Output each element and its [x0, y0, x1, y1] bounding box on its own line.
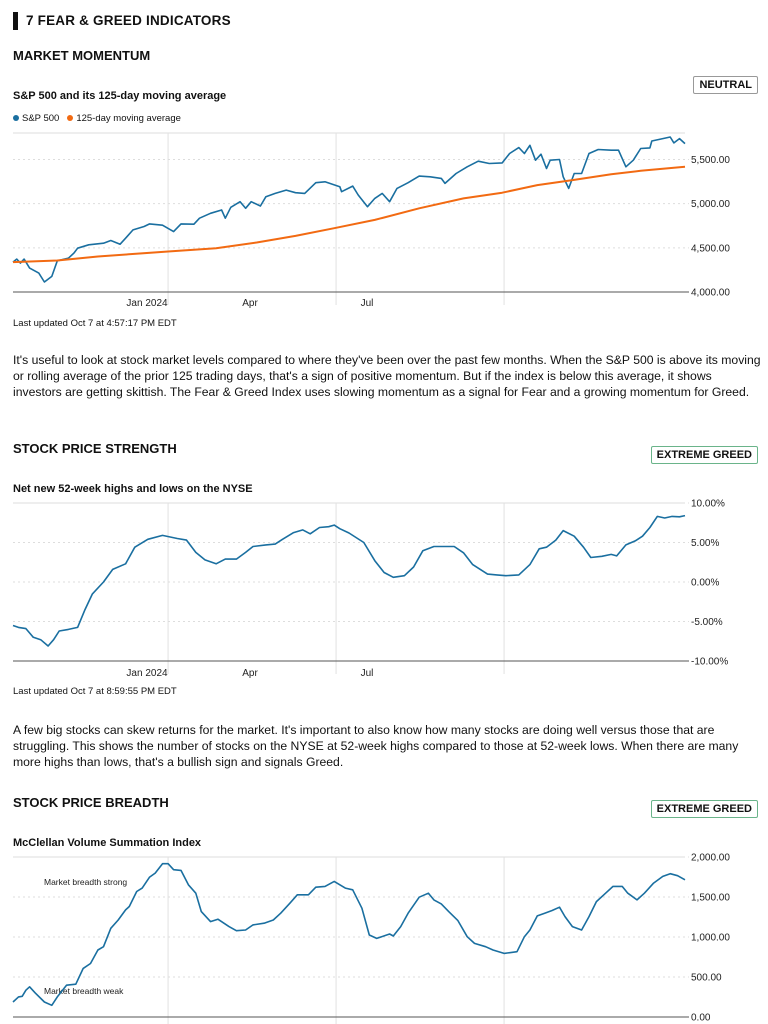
market-momentum-chart-title: S&P 500 and its 125-day moving average — [13, 90, 227, 102]
stock-price-breadth-rating-badge: EXTREME GREED — [650, 800, 758, 818]
stock-price-strength-chart-title: Net new 52-week highs and lows on the NY… — [13, 483, 253, 495]
y-tick-label: 5,500.00 — [691, 155, 730, 166]
series-line — [12, 514, 686, 647]
y-tick-label: 1,000.00 — [691, 933, 730, 944]
market-momentum-rating-badge: NEUTRAL — [693, 76, 758, 94]
last-updated: Last updated Oct 7 at 4:57:17 PM EDT — [13, 318, 177, 329]
x-tick-label: Apr — [242, 298, 258, 309]
section-title-bar — [13, 12, 18, 30]
y-tick-label: -10.00% — [691, 657, 728, 668]
series-line — [12, 862, 686, 1007]
legend-item-sp500: S&P 500 — [13, 113, 59, 124]
legend-label: S&P 500 — [22, 113, 60, 124]
stock-price-strength-title: STOCK PRICE STRENGTH — [13, 441, 177, 456]
legend-item-moving-average: 125-day moving average — [67, 113, 181, 124]
y-tick-label: 0.00 — [691, 1013, 711, 1024]
moving-average-line — [12, 165, 686, 264]
x-tick-label: Jan 2024 — [126, 298, 168, 309]
y-tick-label: 10.00% — [691, 499, 725, 510]
y-tick-label: 1,500.00 — [691, 893, 730, 904]
stock-price-strength-description: A few big stocks can skew returns for th… — [13, 723, 739, 769]
y-tick-label: 4,000.00 — [691, 288, 730, 299]
y-tick-label: 5,000.00 — [691, 199, 730, 210]
stock-price-strength-rating-badge: EXTREME GREED — [650, 446, 758, 464]
legend-dot-icon — [67, 115, 74, 122]
y-tick-label: 500.00 — [691, 973, 722, 984]
section-title: 7 FEAR & GREED INDICATORS — [26, 13, 231, 28]
annotation-breadth-weak: Market breadth weak — [44, 986, 124, 996]
x-tick-label: Apr — [242, 668, 258, 679]
y-tick-label: 2,000.00 — [691, 853, 730, 864]
legend-label: 125-day moving average — [76, 113, 181, 124]
y-tick-label: 0.00% — [691, 578, 719, 589]
y-tick-label: 4,500.00 — [691, 243, 730, 254]
x-tick-label: Jan 2024 — [126, 668, 168, 679]
market-momentum-title: MARKET MOMENTUM — [13, 48, 151, 63]
market-momentum-description: It's useful to look at stock market leve… — [13, 353, 761, 399]
x-tick-label: Jul — [361, 298, 374, 309]
last-updated: Last updated Oct 7 at 8:59:55 PM EDT — [13, 686, 177, 697]
y-tick-label: -5.00% — [691, 617, 723, 628]
stock-price-breadth-chart-title: McClellan Volume Summation Index — [13, 837, 202, 849]
chart-legend: S&P 500 125-day moving average — [13, 113, 181, 124]
series-line — [12, 136, 686, 283]
y-tick-label: 5.00% — [691, 538, 719, 549]
annotation-breadth-strong: Market breadth strong — [44, 877, 127, 887]
x-tick-label: Jul — [361, 668, 374, 679]
legend-dot-icon — [13, 115, 19, 122]
stock-price-breadth-title: STOCK PRICE BREADTH — [13, 795, 169, 810]
